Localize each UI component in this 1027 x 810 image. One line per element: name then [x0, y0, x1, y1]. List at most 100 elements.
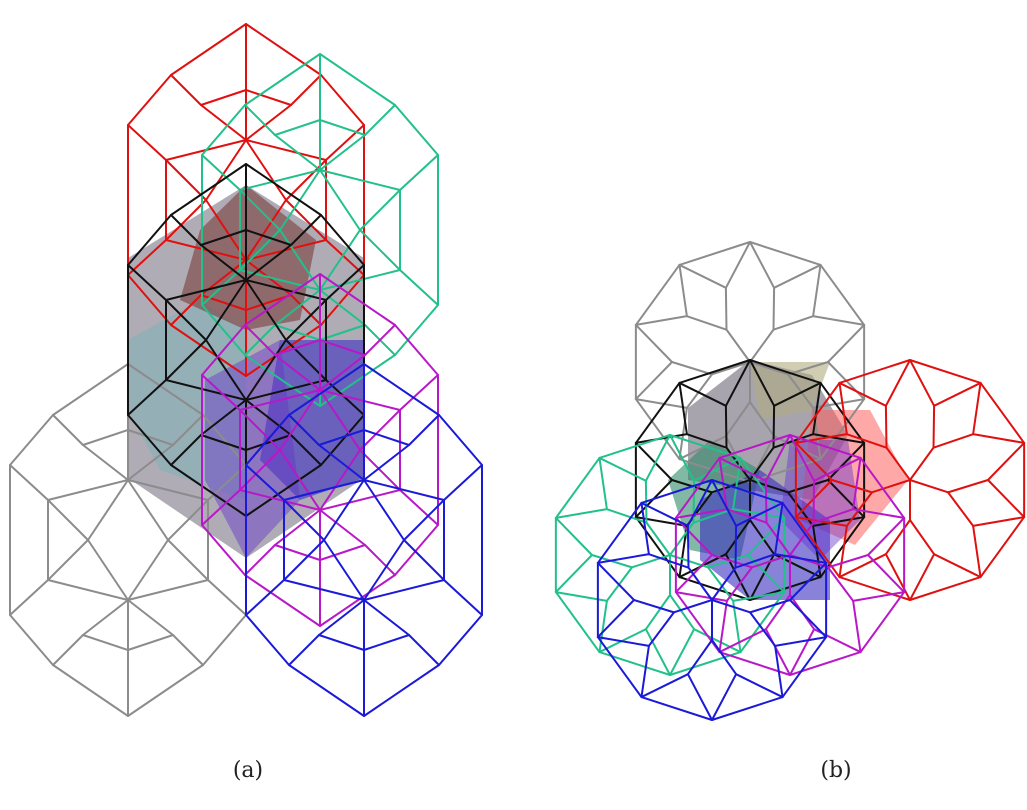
panel-a-cell-green	[201, 53, 439, 407]
panel-a-cell-blue-mid-left	[283, 499, 325, 581]
panel-a-cell-magenta-mid-right	[359, 409, 401, 491]
panel-b-cell-gray-hub-8	[725, 328, 751, 363]
panel-b-cell-green-spoke-4	[669, 628, 742, 676]
panel-b-cell-red-hub-2	[909, 479, 950, 494]
panel-a-cell-blue-mid-right	[403, 499, 445, 581]
panel-a-cell-green-mid-right	[359, 189, 401, 271]
panel-b-cell-green-hub-6	[630, 554, 671, 569]
panel-b-cell-magenta	[674, 434, 906, 676]
panel-a-cell-blue-low-l	[245, 579, 285, 616]
panel-b-shade-mid	[780, 440, 860, 560]
panel-b-cell-gray-spoke-9	[678, 241, 751, 289]
panel-b-cell-magenta-spoke-5	[718, 628, 791, 676]
panel-a-cell-blue-upper-cap	[318, 429, 410, 446]
panel-b-cell-black-hub-2	[749, 479, 790, 494]
panel-b-cell-green-spoke-3	[732, 591, 786, 654]
panel-b-cell-black-spoke-7	[634, 441, 673, 519]
panel-b-cell-red-spoke-4	[909, 553, 982, 601]
panel-b-shade-top	[750, 362, 830, 420]
panel-b-cell-gray-spoke-3	[812, 398, 866, 461]
panel-b-cell-red-spoke-5	[838, 553, 911, 601]
panel-a-cell-red-upper-cap	[200, 89, 292, 106]
panel-b-cell-gray-spoke-1	[812, 263, 866, 326]
panel-b-cell-red-spoke-7	[794, 441, 833, 519]
panel-b-cell-gray-hub-0	[749, 328, 775, 363]
panel-b-cell-magenta-spoke-9	[718, 434, 791, 482]
panel-a-cell-magenta-low-r	[399, 489, 439, 526]
panel-a-cell-gray-lower-cap	[82, 634, 174, 651]
panel-b-cell-magenta-hub-6	[750, 554, 791, 569]
panel-b-cell-gray-hub-2	[749, 361, 790, 376]
panel-b-cell-blue-spoke-9	[640, 479, 713, 527]
panel-b-cell-red-hub-0	[909, 446, 935, 481]
panel-b-cell-magenta-hub-0	[789, 521, 815, 556]
panel-b-shade-right	[800, 410, 908, 545]
panel-b-cell-black-hub-8	[725, 446, 751, 481]
panel-b-cell-magenta-spoke-1	[852, 456, 906, 519]
panel-a-cell-green-low-l	[201, 269, 241, 306]
panel-a-cell-gray-mid-right	[167, 499, 209, 581]
panel-a-cell-magenta-lower-cap	[274, 544, 366, 561]
panel-b-cell-green-spoke-5	[598, 628, 671, 676]
panel-a-caption: (a)	[232, 758, 264, 783]
panel-b-cell-red-inner-4	[884, 519, 936, 556]
panel-b-cell-black-spoke-9	[678, 359, 751, 407]
panel-b-cell-gray-spoke-7	[634, 323, 673, 401]
panel-b-caption: (b)	[820, 758, 852, 783]
panel-b-cell-green-spoke-7	[554, 516, 593, 594]
panel-a-cell-black-mid-left	[165, 299, 207, 381]
panel-b-cell-green-spoke-9	[598, 434, 671, 482]
panel-b-cell-black-spoke-1	[812, 381, 866, 444]
panel-a-cell-blue	[245, 363, 483, 717]
panel-b-cell-blue-spoke-1	[774, 501, 828, 564]
panel-b-cell-blue-inner-6	[633, 599, 675, 647]
panel-a-cell-blue-lower-cap	[318, 634, 410, 651]
panel-b-cell-blue-spoke-4	[711, 673, 784, 721]
panel-a-cell-gray-low-r	[207, 579, 247, 616]
panel-b-cell-gray-hub-6	[710, 361, 751, 376]
panel-b-cell-blue	[596, 479, 828, 721]
panel-a-cell-magenta	[201, 273, 439, 627]
panel-b-cell-blue-hub-0	[711, 566, 737, 601]
panel-b-cell-red-spoke-3	[972, 516, 1026, 579]
panel-b-cell-blue-hub-2	[711, 599, 752, 614]
panel-b-cell-gray-inner-8	[685, 286, 728, 331]
panel-b-diagram	[554, 241, 1026, 721]
panel-b-cell-red-spoke-0	[909, 359, 982, 407]
panel-b-cell-blue-spoke-7	[596, 561, 635, 639]
panel-b-cell-gray-spoke-0	[749, 241, 822, 289]
panel-b-cell-blue-spoke-3	[774, 636, 828, 699]
panel-a-cell-magenta-mid-left	[239, 409, 281, 491]
panel-b-cell-red-inner-0	[932, 404, 975, 449]
panel-b-cell-red-spoke-1	[972, 381, 1026, 444]
panel-a-cell-black-lower-cap	[200, 434, 292, 451]
panel-b-cell-blue-hub-6	[672, 599, 713, 614]
panel-a-cell-red-mid-right	[285, 159, 327, 241]
panel-b-cell-gray-spoke-2	[827, 323, 866, 401]
panel-b-cell-green-hub-0	[669, 521, 695, 556]
panel-b-cell-red	[794, 359, 1026, 601]
panel-b-cell-magenta-spoke-3	[852, 591, 906, 654]
panel-b-cell-red-inner-2	[947, 479, 989, 527]
panel-a-cell-gray-mid-left	[47, 499, 89, 581]
panel-b-cell-red-spoke-9	[838, 359, 911, 407]
panel-b-cell-gray-inner-0	[772, 286, 815, 331]
panel-b-cell-green-hub-8	[645, 521, 671, 556]
panel-a-cell-green-low-r	[399, 269, 439, 306]
panel-a-cell-gray-middle-rhomb	[87, 479, 169, 601]
panel-a-cell-black-upper-cap	[200, 229, 292, 246]
panel-b-cell-red-hub-6	[870, 479, 911, 494]
panel-a-cell-blue-low-r	[443, 579, 483, 616]
panel-b-cell-black-spoke-3	[812, 516, 866, 579]
panel-a-cell-green-mid-left	[239, 189, 281, 271]
panel-a-cell-red-mid-left	[165, 159, 207, 241]
panel-b-cell-red-hub-8	[885, 446, 911, 481]
panel-b-cell-blue-hub-8	[687, 566, 713, 601]
panel-a-cell-black	[127, 163, 365, 517]
panel-a-cell-gray-upper-cap	[82, 429, 174, 446]
panel-b-cell-blue-inner-4	[686, 639, 738, 676]
panel-a-diagram	[9, 23, 483, 717]
panel-b-cell-magenta-inner-2	[827, 554, 869, 602]
panel-a-cell-gray-low-l	[9, 579, 49, 616]
